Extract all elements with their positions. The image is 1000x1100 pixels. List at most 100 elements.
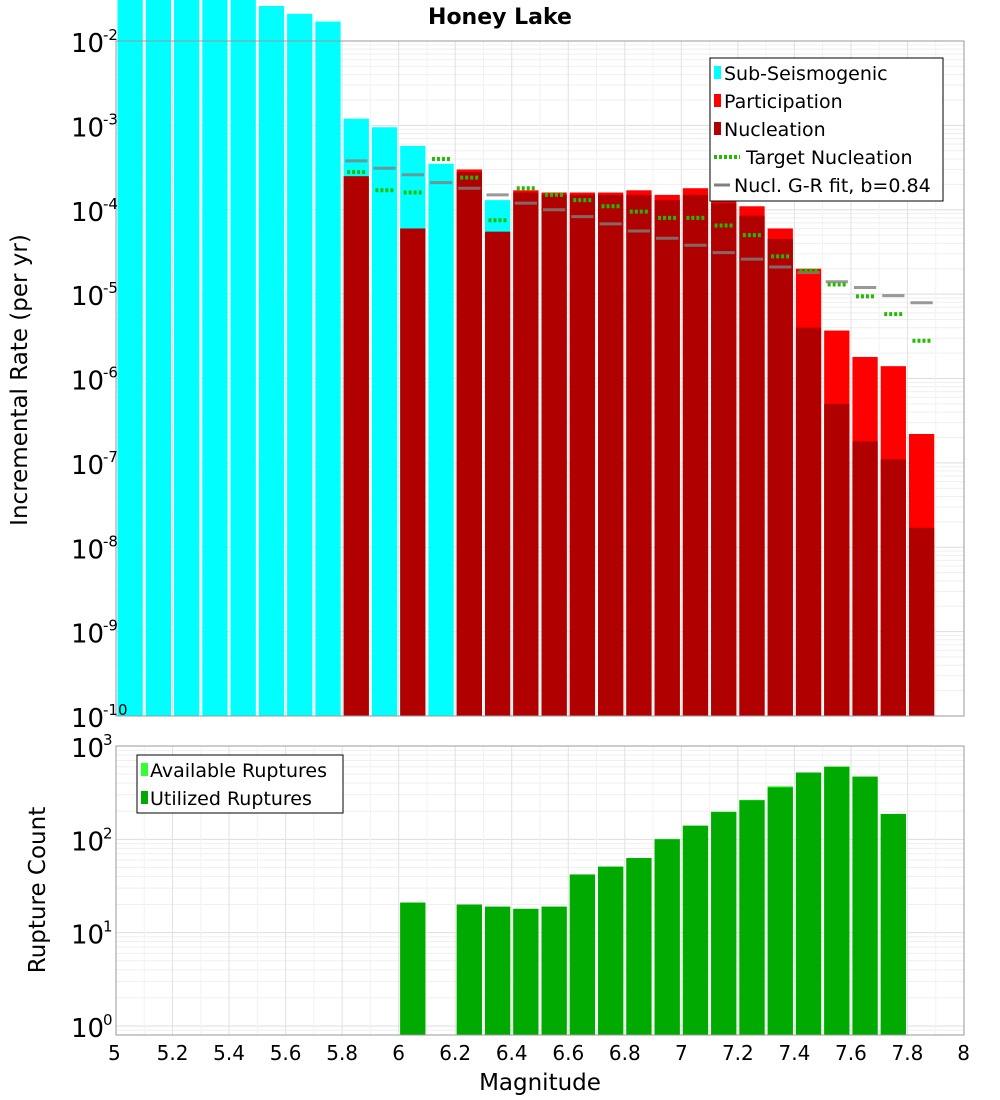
sub-seismogenic-bar xyxy=(117,0,143,717)
nucleation-bar xyxy=(400,228,426,716)
bottom-legend: Available Ruptures Utilized Ruptures xyxy=(136,754,344,814)
x-tick-label: 5.6 xyxy=(270,1041,302,1065)
legend-swatch-nucleation xyxy=(714,122,721,135)
bottom-y-tick-exponent: 1 xyxy=(103,918,113,936)
bottom-y-axis-label: Rupture Count xyxy=(25,807,51,973)
utilized-ruptures-bar xyxy=(626,858,652,1035)
top-y-tick-label: 10 xyxy=(71,113,104,143)
x-tick-label: 6.8 xyxy=(609,1041,641,1065)
x-tick-label: 7.8 xyxy=(892,1041,924,1065)
legend-label-nucleation: Nucleation xyxy=(724,119,826,141)
nucleation-bar xyxy=(626,194,652,716)
x-tick-label: 8 xyxy=(957,1041,970,1065)
x-tick-label: 7.2 xyxy=(722,1041,754,1065)
sub-seismogenic-bar xyxy=(428,163,454,717)
top-y-tick-label: 10 xyxy=(71,29,104,59)
utilized-ruptures-bar xyxy=(654,839,680,1035)
utilized-ruptures-bar xyxy=(513,908,539,1035)
sub-seismogenic-bar xyxy=(315,21,341,717)
top-y-tick-exponent: -4 xyxy=(103,195,118,213)
utilized-ruptures-bar xyxy=(711,812,737,1035)
legend-swatch-utilized-ruptures xyxy=(141,791,148,804)
utilized-ruptures-bar xyxy=(598,866,624,1035)
x-tick-label: 7.6 xyxy=(835,1041,867,1065)
top-y-tick-exponent: -10 xyxy=(103,701,128,719)
bottom-y-tick-exponent: 2 xyxy=(103,824,113,842)
nucleation-bar xyxy=(795,327,822,716)
top-y-tick-label: 10 xyxy=(71,367,104,397)
top-y-tick-exponent: -5 xyxy=(103,279,118,297)
utilized-ruptures-bar xyxy=(795,772,822,1035)
bottom-y-tick-label: 10 xyxy=(71,1014,104,1044)
top-plot-frame xyxy=(115,40,965,717)
top-y-tick-label: 10 xyxy=(71,535,104,565)
top-y-tick-exponent: -7 xyxy=(103,448,118,466)
bottom-y-tick-exponent: 3 xyxy=(103,731,113,749)
utilized-ruptures-bar xyxy=(456,904,482,1035)
nucleation-bar xyxy=(767,239,793,716)
x-tick-label: 6.2 xyxy=(439,1041,471,1065)
legend-swatch-participation xyxy=(714,94,721,107)
utilized-ruptures-bar xyxy=(880,813,906,1035)
x-tick-label: 6.4 xyxy=(496,1041,528,1065)
utilized-ruptures-bar xyxy=(739,800,765,1035)
bottom-y-tick-exponent: 0 xyxy=(103,1011,113,1029)
top-y-tick-label: 10 xyxy=(71,451,104,481)
bottom-y-tick-label: 10 xyxy=(71,921,104,951)
top-y-tick-exponent: -9 xyxy=(103,617,118,635)
bottom-y-tick-label: 10 xyxy=(71,827,104,857)
nucleation-bar xyxy=(541,194,567,716)
utilized-ruptures-bar xyxy=(400,902,426,1035)
top-y-tick-exponent: -3 xyxy=(103,110,118,128)
utilized-ruptures-bar xyxy=(824,766,850,1035)
top-legend: Sub-Seismogenic Participation Nucleation… xyxy=(709,57,944,202)
x-tick-label: 5.4 xyxy=(213,1041,245,1065)
x-tick-label: 6 xyxy=(392,1041,405,1065)
legend-label-participation: Participation xyxy=(724,91,843,113)
legend-swatch-sub-seismogenic xyxy=(714,66,721,79)
utilized-ruptures-bar xyxy=(682,825,709,1035)
nucleation-bar xyxy=(711,203,737,716)
top-legend-box xyxy=(709,57,944,202)
nucleation-bar xyxy=(484,231,511,716)
nucleation-bar xyxy=(852,441,878,716)
sub-seismogenic-bar xyxy=(258,5,285,716)
sub-seismogenic-bar xyxy=(202,0,228,717)
top-y-tick-exponent: -2 xyxy=(103,26,118,44)
legend-label-utilized-ruptures: Utilized Ruptures xyxy=(150,788,312,810)
nucleation-bar xyxy=(654,200,680,716)
nucleation-bar xyxy=(513,192,539,717)
nucleation-bar xyxy=(739,215,765,717)
nucleation-bar xyxy=(343,176,369,716)
nucleation-bar xyxy=(682,194,709,716)
sub-seismogenic-bar xyxy=(287,13,313,717)
nucleation-bar xyxy=(456,172,482,716)
top-y-axis-label: Incremental Rate (per yr) xyxy=(7,234,33,526)
x-tick-label: 5.8 xyxy=(326,1041,358,1065)
x-tick-label: 7.4 xyxy=(778,1041,810,1065)
legend-label-sub-seismogenic: Sub-Seismogenic xyxy=(724,63,888,85)
x-axis-label: Magnitude xyxy=(479,1070,601,1096)
legend-swatch-available-ruptures xyxy=(141,763,148,776)
x-tick-label: 6.6 xyxy=(552,1041,584,1065)
top-panel: 10-210-310-410-510-610-710-810-910-10 In… xyxy=(7,0,965,734)
nucleation-bar xyxy=(824,403,850,716)
nucleation-bar xyxy=(598,194,624,716)
nucleation-bar xyxy=(569,194,596,716)
nucleation-bar xyxy=(908,527,935,716)
bottom-plot-frame xyxy=(115,745,965,1036)
legend-label-available-ruptures: Available Ruptures xyxy=(150,760,327,782)
chart-title: Honey Lake xyxy=(428,5,572,30)
utilized-ruptures-bar xyxy=(569,874,596,1035)
x-tick-label: 7 xyxy=(675,1041,688,1065)
x-tick-label: 5.2 xyxy=(157,1041,189,1065)
top-y-tick-exponent: -8 xyxy=(103,532,118,550)
utilized-ruptures-bar xyxy=(852,776,878,1035)
utilized-ruptures-bar xyxy=(767,787,793,1035)
bottom-legend-box xyxy=(136,754,344,814)
legend-label-gr-fit: Nucl. G-R fit, b=0.84 xyxy=(734,175,931,197)
sub-seismogenic-bar xyxy=(145,0,172,716)
utilized-ruptures-bar xyxy=(484,906,511,1035)
